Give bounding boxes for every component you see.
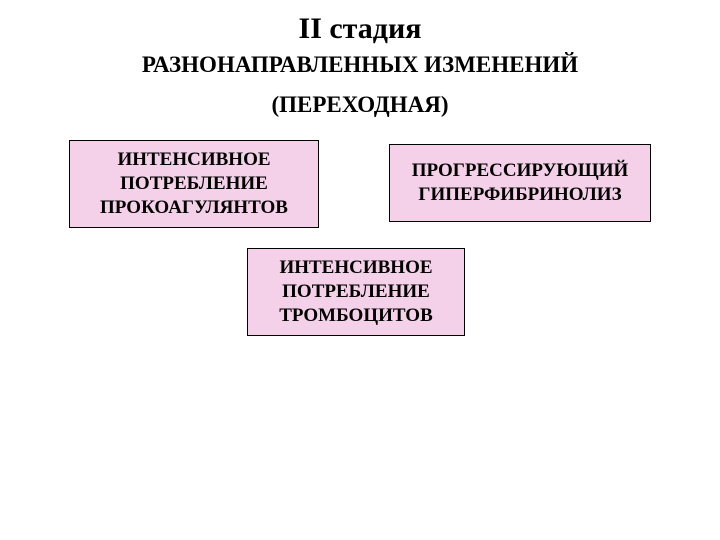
box-hyperfibrinolysis: ПРОГРЕССИРУЮЩИЙ ГИПЕРФИБРИНОЛИЗ — [389, 144, 651, 222]
box-line: ПОТРЕБЛЕНИЕ — [282, 280, 430, 304]
title-subtitle-1: РАЗНОНАПРАВЛЕННЫХ ИЗМЕНЕНИЙ — [0, 52, 720, 78]
title-block: II стадия РАЗНОНАПРАВЛЕННЫХ ИЗМЕНЕНИЙ (П… — [0, 0, 720, 118]
box-line: ПОТРЕБЛЕНИЕ — [120, 172, 268, 196]
box-line: ПРОГРЕССИРУЮЩИЙ — [412, 159, 629, 183]
box-line: ГИПЕРФИБРИНОЛИЗ — [418, 183, 621, 207]
box-thrombocytes: ИНТЕНСИВНОЕ ПОТРЕБЛЕНИЕ ТРОМБОЦИТОВ — [247, 248, 465, 336]
box-line: ТРОМБОЦИТОВ — [279, 304, 433, 328]
title-main: II стадия — [0, 12, 720, 46]
box-line: ПРОКОАГУЛЯНТОВ — [100, 196, 288, 220]
box-procoagulants: ИНТЕНСИВНОЕ ПОТРЕБЛЕНИЕ ПРОКОАГУЛЯНТОВ — [69, 140, 319, 228]
box-line: ИНТЕНСИВНОЕ — [117, 148, 270, 172]
box-line: ИНТЕНСИВНОЕ — [279, 256, 432, 280]
boxes-top-row: ИНТЕНСИВНОЕ ПОТРЕБЛЕНИЕ ПРОКОАГУЛЯНТОВ П… — [0, 140, 720, 228]
title-subtitle-2: (ПЕРЕХОДНАЯ) — [0, 92, 720, 118]
boxes-bottom-row: ИНТЕНСИВНОЕ ПОТРЕБЛЕНИЕ ТРОМБОЦИТОВ — [0, 248, 720, 336]
